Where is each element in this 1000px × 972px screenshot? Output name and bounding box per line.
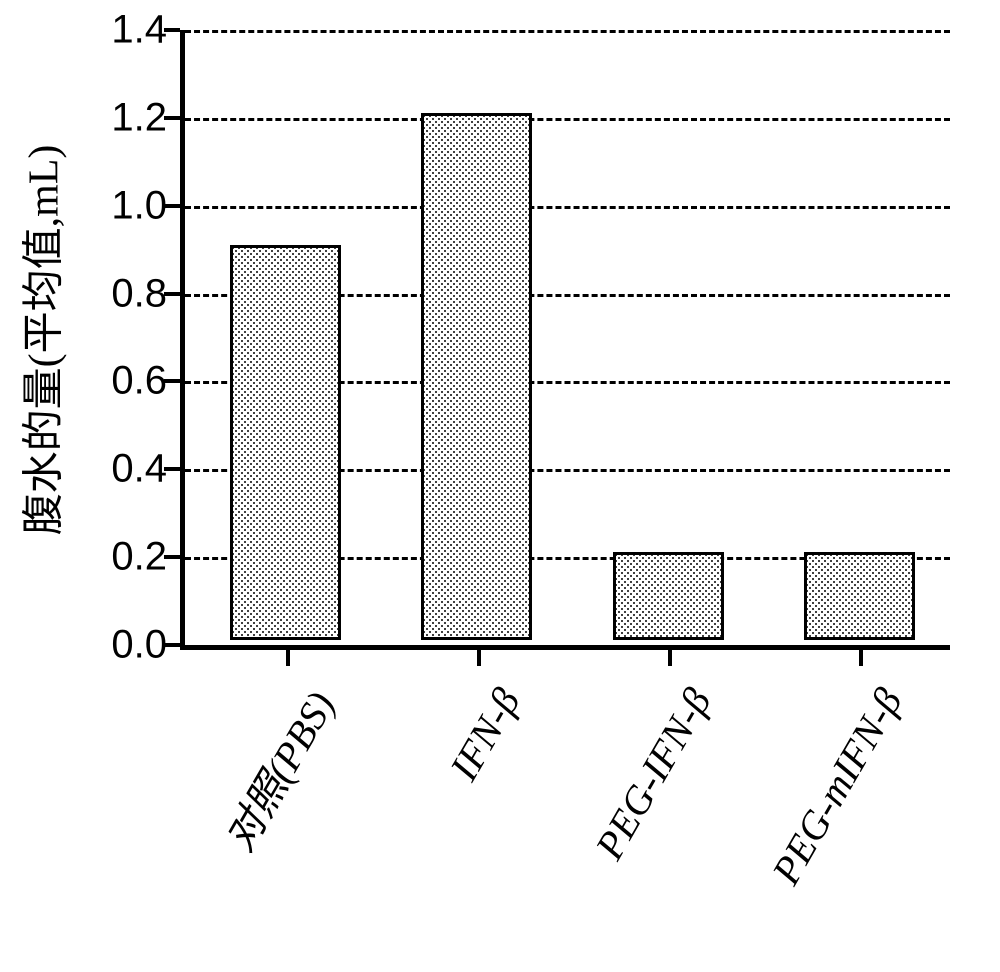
x-tick-mark xyxy=(286,650,290,666)
gridline xyxy=(185,118,950,121)
bar xyxy=(613,552,724,640)
y-tick-label: 0.0 xyxy=(111,623,185,668)
x-tick-mark xyxy=(668,650,672,666)
x-tick-label: IFN-β xyxy=(440,680,530,788)
plot-area: 0.00.20.40.60.81.01.21.4对照(PBS)IFN-βPEG-… xyxy=(180,30,950,650)
y-axis-label: 腹水的量(平均值,mL) xyxy=(10,145,71,536)
x-tick-label-text: PEG-IFN- xyxy=(586,698,709,867)
x-tick-label: PEG-mIFN-β xyxy=(762,680,912,892)
y-tick-label: 0.2 xyxy=(111,535,185,580)
x-tick-label: 对照(PBS) xyxy=(208,679,346,860)
x-tick-label: PEG-IFN-β xyxy=(586,680,721,867)
bar xyxy=(421,113,532,640)
x-tick-label-text: 对照(PBS) xyxy=(216,684,343,859)
x-tick-mark xyxy=(477,650,481,666)
y-tick-label: 0.6 xyxy=(111,359,185,404)
y-tick-label: 1.0 xyxy=(111,183,185,228)
y-tick-label: 1.2 xyxy=(111,95,185,140)
x-tick-mark xyxy=(859,650,863,666)
y-tick-label: 0.8 xyxy=(111,271,185,316)
y-tick-label: 0.4 xyxy=(111,447,185,492)
y-tick-label: 1.4 xyxy=(111,8,185,53)
chart-container: 腹水的量(平均值,mL) 0.00.20.40.60.81.01.21.4对照(… xyxy=(0,0,1000,972)
bar xyxy=(230,245,341,640)
x-tick-label-text: PEG-mIFN- xyxy=(763,698,901,892)
bar xyxy=(804,552,915,640)
gridline xyxy=(185,30,950,33)
gridline xyxy=(185,206,950,209)
